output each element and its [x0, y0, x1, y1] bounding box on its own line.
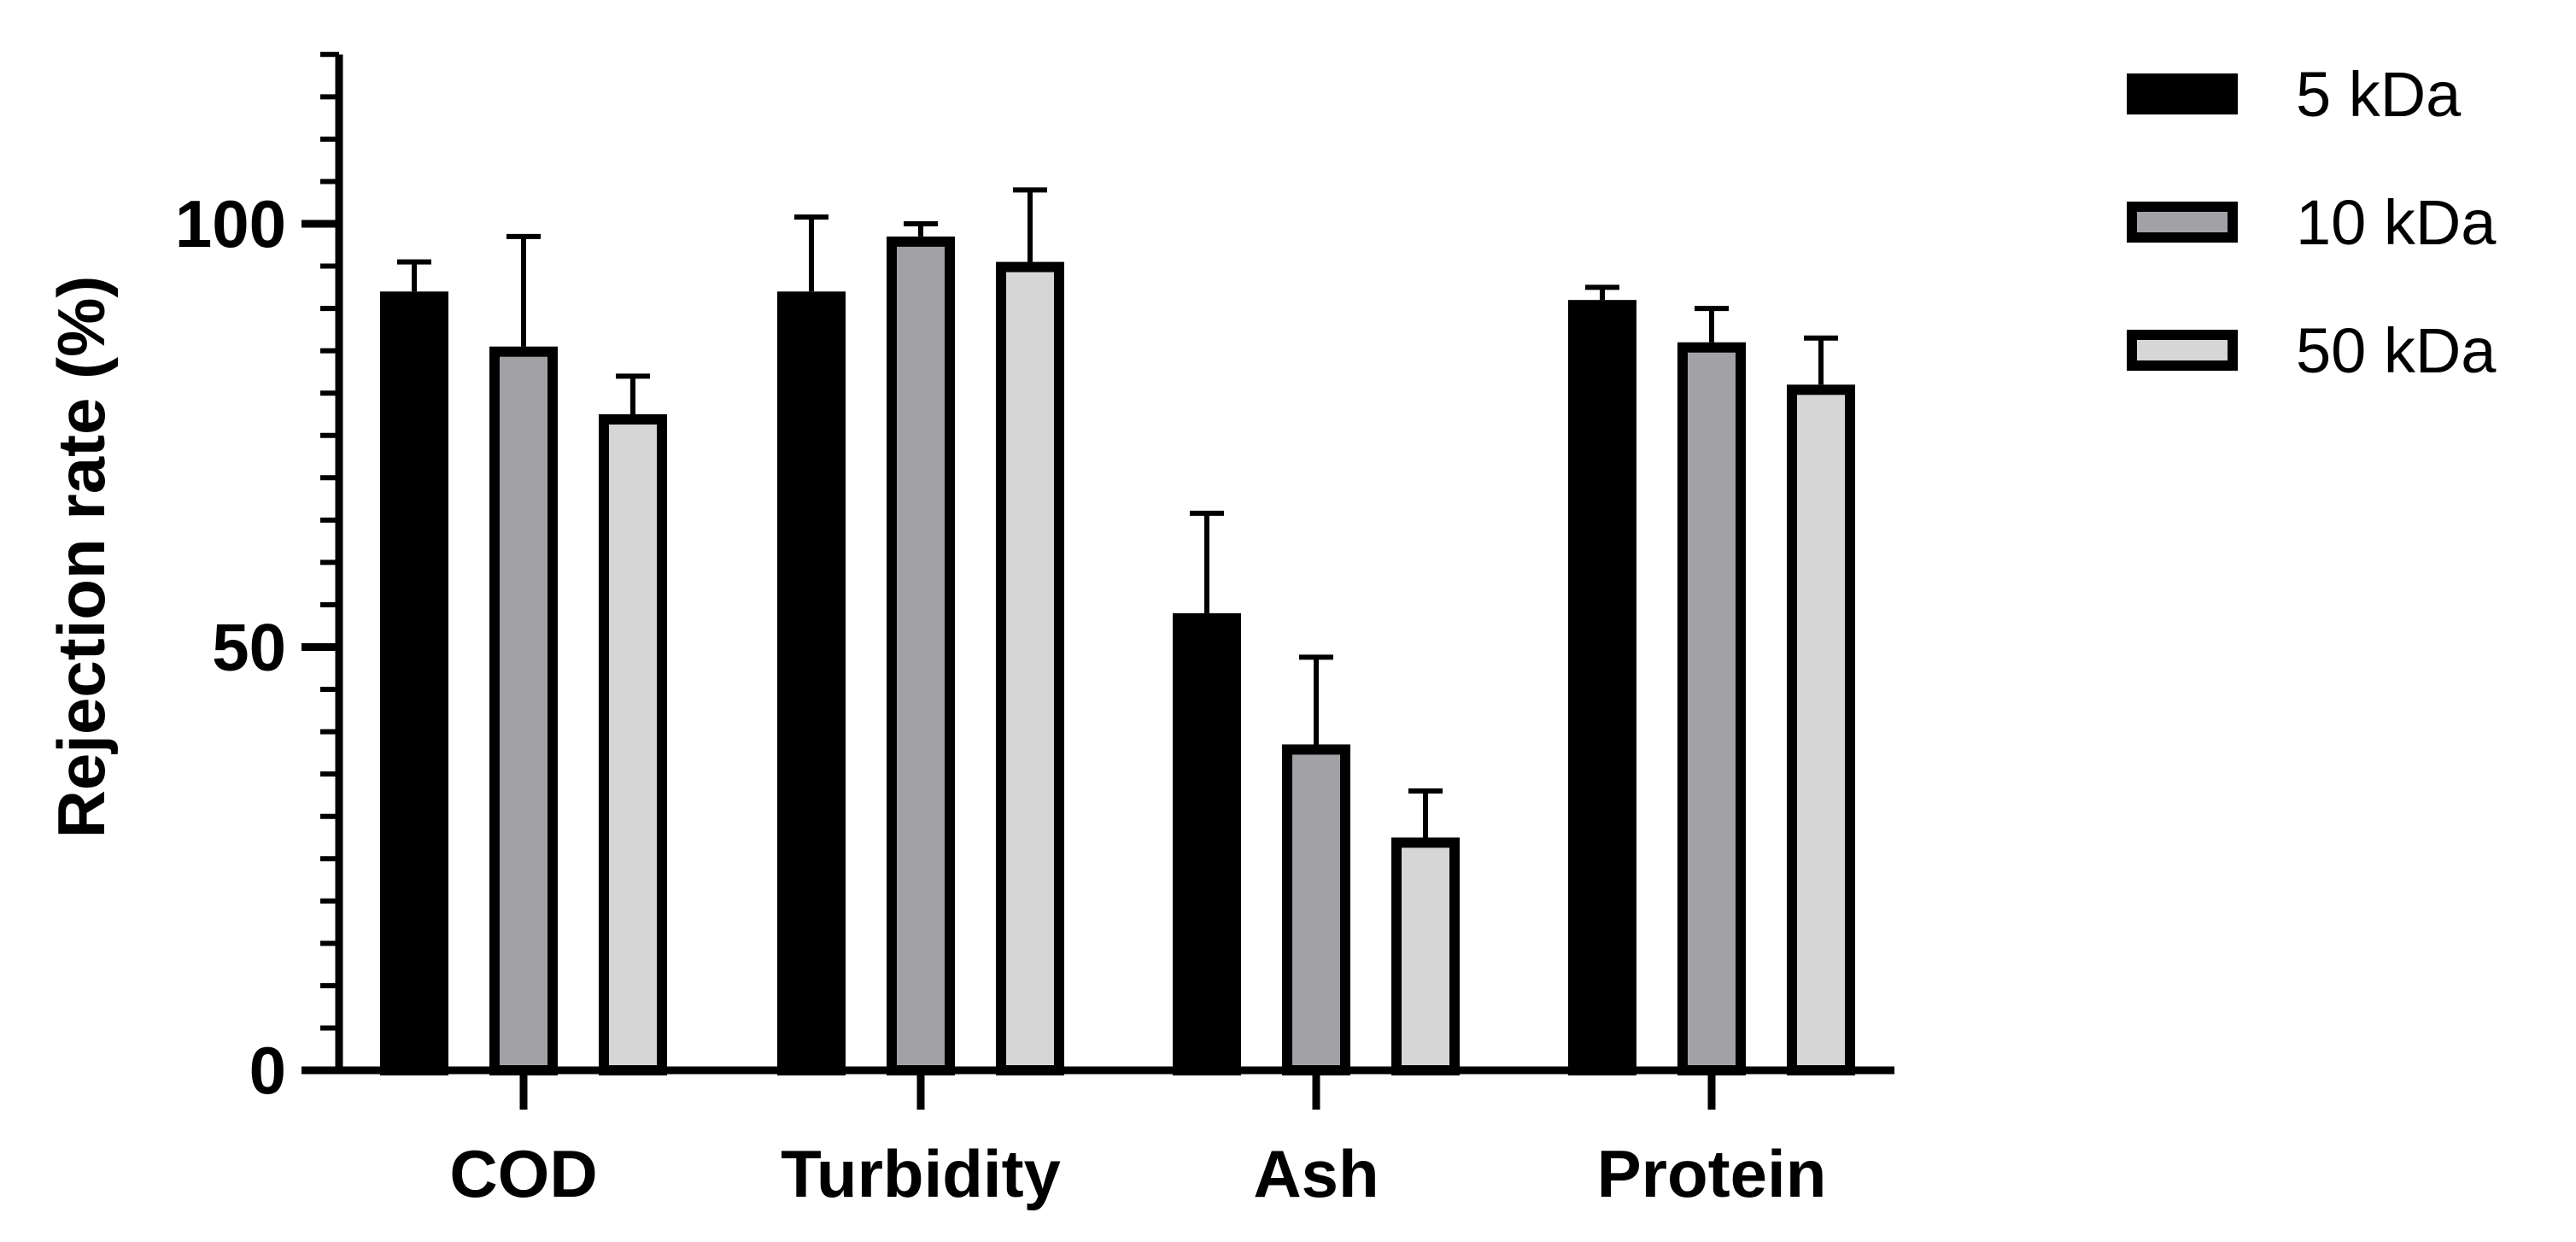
- y-tick-label: 50: [212, 610, 286, 685]
- legend-label: 5 kDa: [2296, 59, 2462, 130]
- x-tick-label: Protein: [1597, 1136, 1827, 1211]
- bar: [1173, 612, 1241, 1075]
- bar: [599, 413, 667, 1076]
- axes: 0 50 100 COD Turbidity Ash Protein: [175, 51, 1894, 1211]
- legend-swatch: [2127, 330, 2238, 371]
- bar: [777, 291, 846, 1075]
- y-axis-title: Rejection rate (%): [44, 276, 119, 839]
- bar: [380, 291, 448, 1075]
- legend-swatch: [2127, 73, 2238, 114]
- legend-label: 10 kDa: [2296, 187, 2497, 258]
- legend: 5 kDa 10 kDa 50 kDa: [2127, 59, 2497, 386]
- bar: [489, 346, 558, 1075]
- bar: [1677, 342, 1746, 1075]
- y-tick-label: 0: [249, 1033, 286, 1108]
- x-tick-label: Turbidity: [781, 1136, 1061, 1211]
- bar: [1282, 744, 1350, 1076]
- y-tick-label: 100: [175, 186, 286, 261]
- bar: [1787, 384, 1855, 1076]
- legend-label: 50 kDa: [2296, 315, 2497, 386]
- legend-swatch: [2127, 202, 2238, 243]
- plot-area: [380, 187, 1855, 1076]
- x-tick-label: Ash: [1253, 1136, 1379, 1211]
- bar: [1568, 300, 1636, 1075]
- bar: [996, 261, 1064, 1076]
- bar: [1391, 837, 1460, 1075]
- bar: [887, 236, 955, 1075]
- x-tick-label: COD: [449, 1136, 597, 1211]
